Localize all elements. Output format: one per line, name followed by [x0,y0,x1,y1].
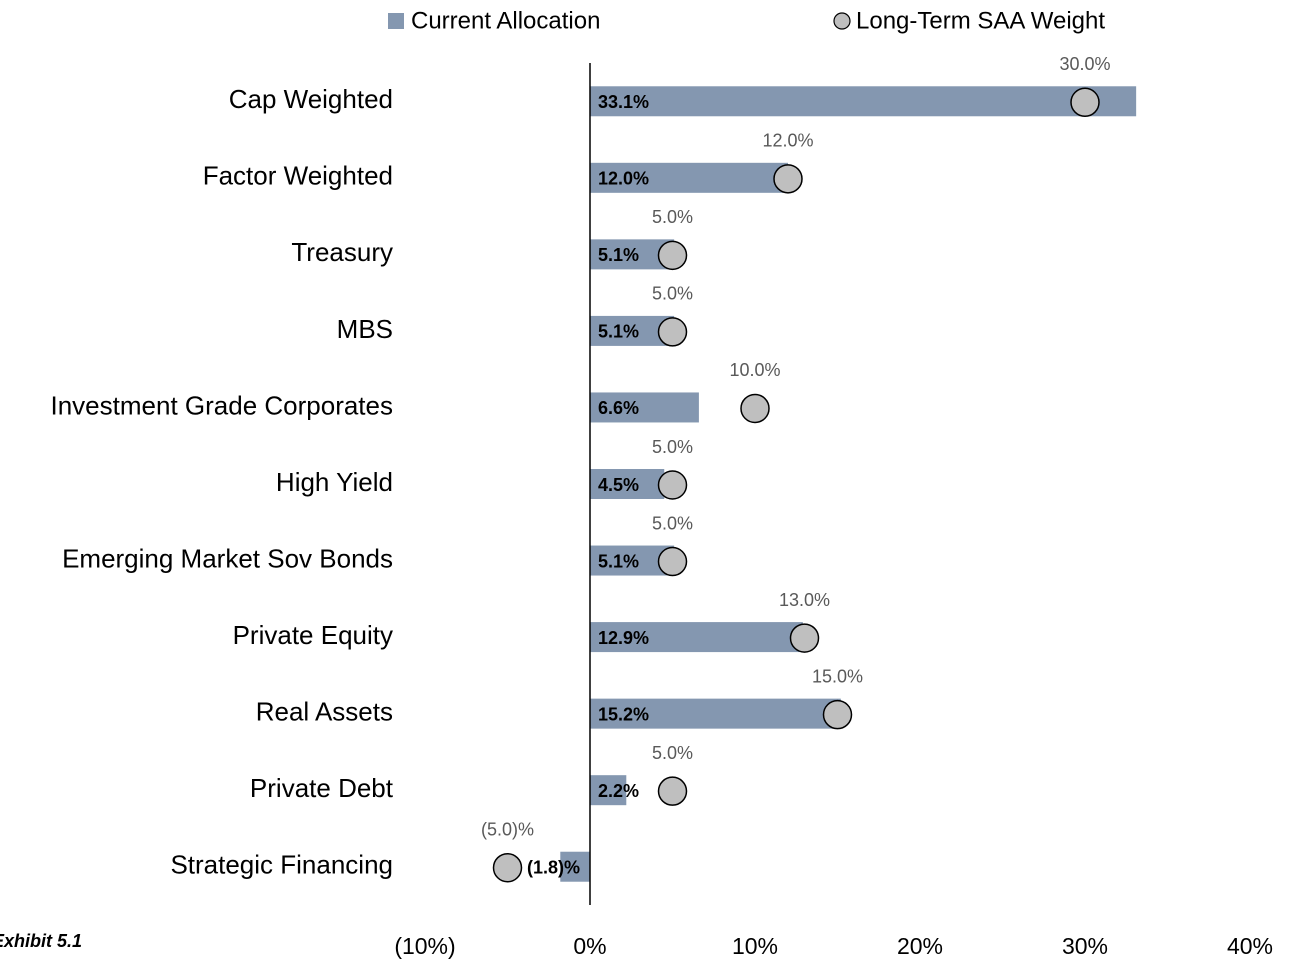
bar [590,86,1137,117]
category-label: Treasury [291,237,393,267]
marker-label: 12.0% [762,131,813,151]
legend-swatch [388,13,404,29]
marker-label: 15.0% [812,666,863,686]
bar [590,622,803,653]
x-tick-label: 20% [897,933,943,959]
marker [740,393,770,424]
marker-label: 30.0% [1059,54,1110,74]
category-label: Strategic Financing [170,850,393,880]
marker [773,164,803,194]
marker-label: 13.0% [779,590,830,610]
value-label: 15.2% [598,704,649,724]
x-tick-label: (10%) [394,933,455,959]
value-label: 12.9% [598,628,649,648]
marker-label: 10.0% [729,360,780,380]
category-label: Private Equity [233,620,393,650]
category-label: Factor Weighted [203,161,393,191]
category-label: Real Assets [256,697,393,727]
marker-label: 5.0% [652,743,693,763]
value-label: 5.1% [598,245,639,265]
legend-label: Current Allocation [411,7,600,34]
x-tick-label: 10% [732,933,778,959]
marker [822,699,853,730]
bar [560,851,590,882]
bar [590,392,699,423]
x-tick-label: 40% [1227,933,1273,959]
marker-label: 5.0% [652,207,693,227]
value-label: (1.8)% [527,857,580,877]
marker-label: 5.0% [652,437,693,457]
legend-label: Long-Term SAA Weight [856,7,1105,34]
value-label: 2.2% [598,781,639,801]
value-label: 12.0% [598,169,649,189]
value-label: 4.5% [598,475,639,495]
category-label: Investment Grade Corporates [51,390,394,420]
marker [789,623,820,653]
bar [590,698,841,729]
marker [657,317,688,347]
value-label: 5.1% [598,322,639,342]
category-label: Cap Weighted [229,84,393,114]
marker [657,240,688,271]
bar [590,469,665,499]
marker [657,546,688,577]
marker [657,470,688,500]
caption: Exhibit 5.1 [0,931,82,951]
x-tick-label: 30% [1062,933,1108,959]
category-label: High Yield [276,467,393,497]
marker [1070,87,1100,118]
category-label: Private Debt [250,773,394,803]
value-label: 6.6% [598,398,639,418]
marker [657,776,688,806]
marker-label: 5.0% [652,513,693,533]
value-label: 5.1% [598,551,639,571]
marker [492,852,523,883]
marker-label: 5.0% [652,284,693,304]
category-label: Emerging Market Sov Bonds [62,543,393,573]
category-label: MBS [337,314,393,344]
x-tick-label: 0% [573,933,606,959]
marker-label: (5.0)% [481,819,534,839]
value-label: 33.1% [598,92,649,112]
legend-swatch [833,12,851,30]
bar [590,775,627,806]
bar [590,162,788,193]
